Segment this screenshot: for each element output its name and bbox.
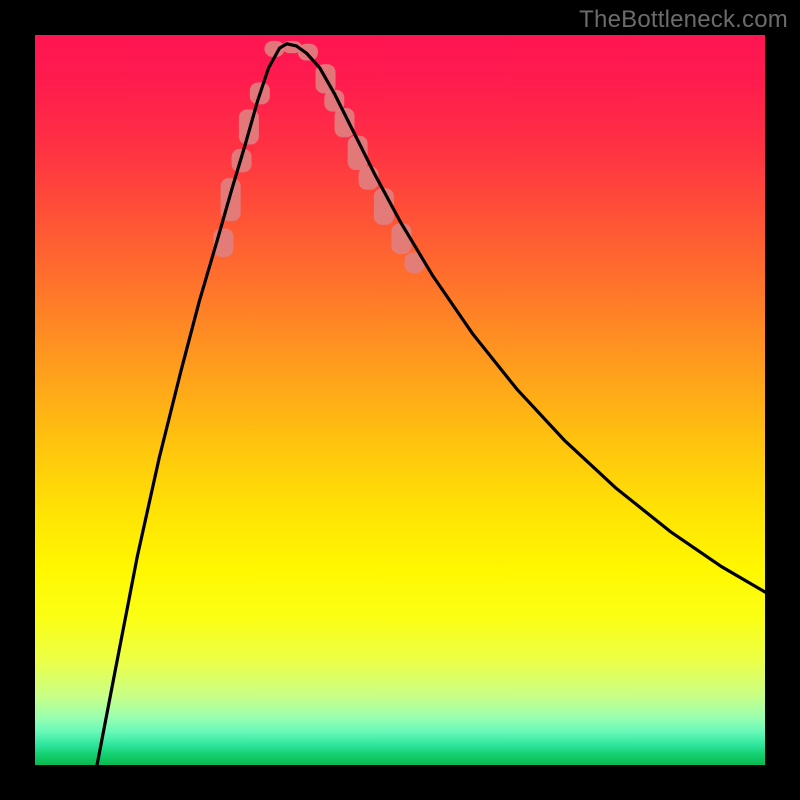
stage: TheBottleneck.com bbox=[0, 0, 800, 800]
bottleneck-chart bbox=[35, 35, 765, 765]
watermark-text: TheBottleneck.com bbox=[579, 6, 788, 34]
marker-cluster bbox=[391, 223, 411, 254]
gradient-background bbox=[35, 35, 765, 765]
plot-area bbox=[35, 35, 765, 765]
marker-cluster bbox=[298, 44, 318, 61]
